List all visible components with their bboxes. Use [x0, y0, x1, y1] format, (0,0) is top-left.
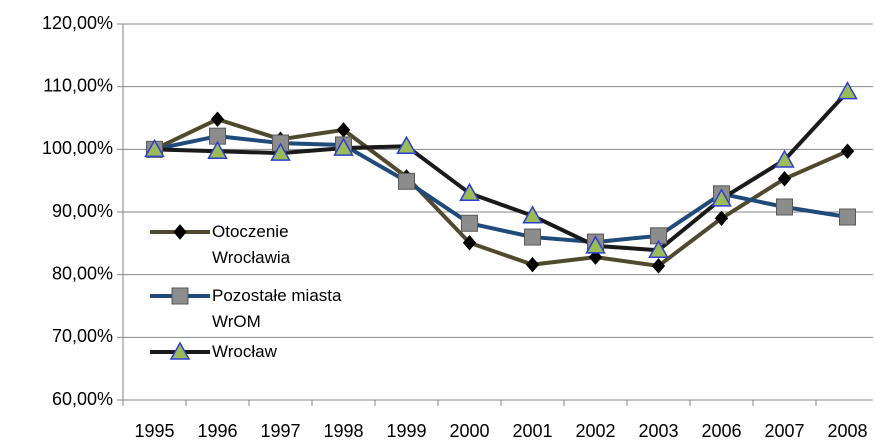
- data-point: [462, 234, 477, 251]
- y-tick-label: 110,00%: [43, 75, 113, 95]
- data-point: [585, 235, 606, 254]
- data-point: [648, 239, 669, 258]
- data-point: [398, 172, 415, 190]
- data-point: [774, 149, 795, 168]
- data-point: [333, 137, 354, 156]
- x-tick-label: 2001: [512, 421, 552, 441]
- data-point: [522, 205, 543, 224]
- data-point: [588, 249, 603, 265]
- x-tick-label: 1997: [260, 421, 300, 441]
- data-point: [651, 258, 666, 274]
- series-line: [154, 134, 848, 245]
- series-line: [154, 90, 849, 253]
- x-tick-label: 2006: [701, 421, 741, 441]
- data-point: [459, 182, 480, 201]
- legend-label: Wrocław: [212, 342, 277, 361]
- y-tick-label: 60,00%: [52, 389, 113, 409]
- legend-label: Otoczenie Wrocławia: [212, 222, 291, 267]
- y-tick-label: 80,00%: [52, 263, 113, 283]
- data-point: [837, 81, 858, 100]
- data-point: [144, 138, 165, 158]
- x-tick-label: 1995: [134, 421, 174, 441]
- y-tick-label: 90,00%: [52, 201, 113, 221]
- data-point: [840, 143, 855, 159]
- data-point: [524, 228, 541, 246]
- legend-marker: [169, 341, 191, 360]
- legend-marker: [171, 287, 189, 305]
- x-tick-label: 1996: [197, 421, 237, 441]
- data-point: [396, 135, 417, 154]
- data-point: [210, 111, 225, 128]
- x-tick-label: 2003: [638, 421, 678, 441]
- data-point: [777, 171, 792, 187]
- data-point: [711, 188, 732, 207]
- series-line: [153, 117, 849, 268]
- x-tick-label: 2007: [764, 421, 804, 441]
- data-point: [207, 140, 228, 159]
- x-tick-label: 2008: [827, 421, 867, 441]
- x-tick-label: 1999: [386, 421, 426, 441]
- x-tick-label: 2002: [575, 421, 615, 441]
- x-tick-label: 1998: [323, 421, 363, 441]
- data-point: [461, 214, 478, 232]
- x-tick-label: 2000: [449, 421, 489, 441]
- data-point: [839, 208, 856, 226]
- y-tick-label: 100,00%: [42, 138, 113, 158]
- y-tick-label: 70,00%: [52, 326, 113, 346]
- data-point: [525, 256, 540, 273]
- legend-label: Pozostałe miasta WrOM: [212, 286, 342, 331]
- legend-marker: [173, 224, 187, 240]
- y-tick-label: 120,00%: [42, 13, 113, 33]
- data-point: [714, 210, 729, 227]
- data-point: [270, 142, 291, 161]
- data-point: [776, 198, 793, 216]
